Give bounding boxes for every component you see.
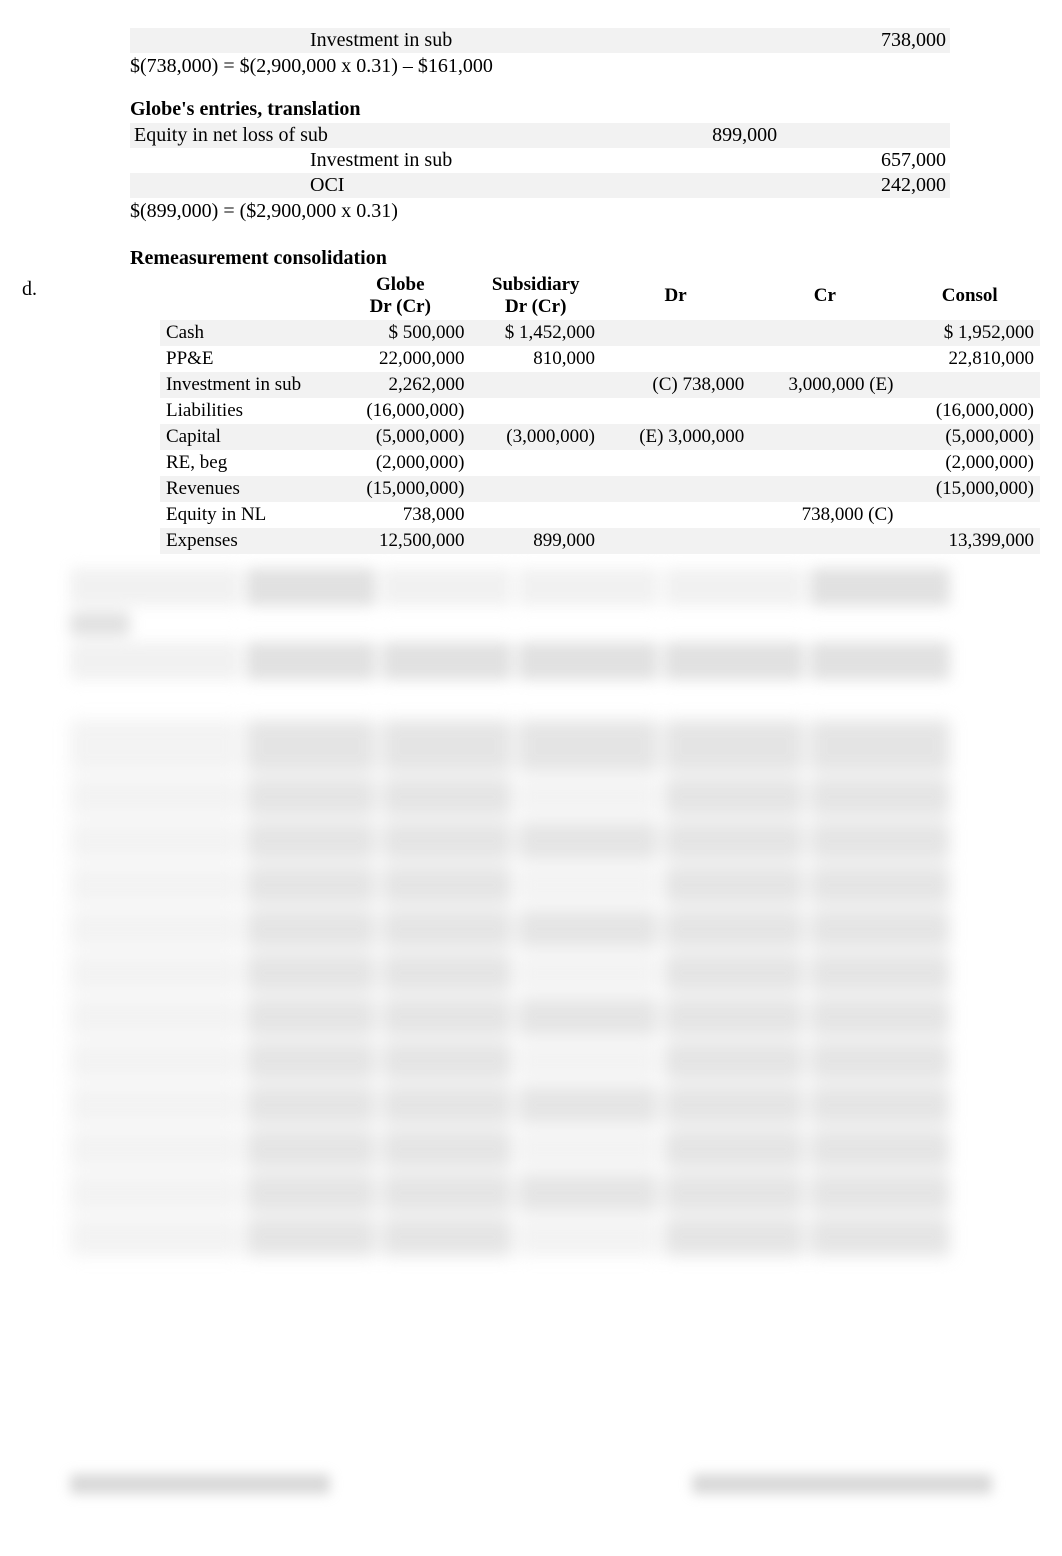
row-dr	[601, 528, 750, 554]
row-cr	[750, 424, 899, 450]
row-consol: (16,000,000)	[899, 398, 1040, 424]
row-globe: $ 500,000	[330, 320, 471, 346]
row-globe: 22,000,000	[330, 346, 471, 372]
row-sub: 810,000	[471, 346, 601, 372]
je1-acct: Investment in sub	[130, 28, 612, 53]
row-consol: (15,000,000)	[899, 476, 1040, 502]
row-dr	[601, 346, 750, 372]
row-consol: $ 1,952,000	[899, 320, 1040, 346]
je2-r0-cr	[781, 123, 950, 148]
th-sub: Subsidiary Dr (Cr)	[471, 272, 601, 320]
row-consol	[899, 372, 1040, 398]
row-consol: (2,000,000)	[899, 450, 1040, 476]
row-label: PP&E	[160, 346, 330, 372]
row-cr: 3,000,000 (E)	[750, 372, 899, 398]
sectd-title: Remeasurement consolidation	[130, 247, 992, 270]
table-row: Expenses12,500,000899,000 13,399,000	[160, 528, 1040, 554]
table-row: Investment in sub2,262,000 (C) 738,0003,0…	[160, 372, 1040, 398]
row-label: Investment in sub	[160, 372, 330, 398]
row-label: RE, beg	[160, 450, 330, 476]
row-label: Revenues	[160, 476, 330, 502]
row-dr	[601, 320, 750, 346]
row-label: Capital	[160, 424, 330, 450]
row-sub: $ 1,452,000	[471, 320, 601, 346]
row-label: Expenses	[160, 528, 330, 554]
blurred-rows-1	[70, 568, 992, 680]
row-cr	[750, 346, 899, 372]
row-label: Liabilities	[160, 398, 330, 424]
row-sub	[471, 476, 601, 502]
je1-formula: $(738,000) = $(2,900,000 x 0.31) – $161,…	[130, 53, 992, 80]
table-row: PP&E22,000,000810,000 22,810,000	[160, 346, 1040, 372]
je2-r1-acct: Investment in sub	[130, 148, 612, 173]
je2-r2-dr	[612, 173, 781, 198]
row-cr: 738,000 (C)	[750, 502, 899, 528]
je1-cr: 738,000	[781, 28, 950, 53]
row-cr	[750, 398, 899, 424]
row-globe: (15,000,000)	[330, 476, 471, 502]
row-dr: (E) 3,000,000	[601, 424, 750, 450]
row-consol	[899, 502, 1040, 528]
row-globe: 12,500,000	[330, 528, 471, 554]
section-d-label: d.	[22, 278, 37, 301]
th-cr: Cr	[750, 272, 899, 320]
th-blank	[160, 272, 330, 320]
journal-entry-1: Investment in sub 738,000	[130, 28, 950, 53]
je2-formula: $(899,000) = ($2,900,000 x 0.31)	[130, 198, 992, 225]
sect2-title: Globe's entries, translation	[130, 98, 992, 121]
row-sub	[471, 502, 601, 528]
table-row: Revenues(15,000,000)(15,000,000)	[160, 476, 1040, 502]
row-consol: (5,000,000)	[899, 424, 1040, 450]
row-sub: (3,000,000)	[471, 424, 601, 450]
je2-r2-acct: OCI	[130, 173, 612, 198]
th-dr: Dr	[601, 272, 750, 320]
je2-r1-dr	[612, 148, 781, 173]
footer-blur	[70, 1474, 992, 1494]
je2-r0-acct: Equity in net loss of sub	[130, 123, 612, 148]
je2-r0-dr: 899,000	[612, 123, 781, 148]
row-cr	[750, 320, 899, 346]
row-sub	[471, 398, 601, 424]
table-row: Capital(5,000,000)(3,000,000)(E) 3,000,0…	[160, 424, 1040, 450]
journal-entry-2: Equity in net loss of sub 899,000 Invest…	[130, 123, 950, 198]
je1-dr	[612, 28, 781, 53]
row-globe: (5,000,000)	[330, 424, 471, 450]
row-sub: 899,000	[471, 528, 601, 554]
row-globe: (2,000,000)	[330, 450, 471, 476]
row-consol: 13,399,000	[899, 528, 1040, 554]
table-row: Equity in NL738,000 738,000 (C)	[160, 502, 1040, 528]
row-cr	[750, 450, 899, 476]
blurred-table-2	[70, 720, 992, 1256]
row-label: Cash	[160, 320, 330, 346]
table-row: Cash$ 500,000$ 1,452,000 $ 1,952,000	[160, 320, 1040, 346]
table-row: RE, beg(2,000,000)(2,000,000)	[160, 450, 1040, 476]
row-cr	[750, 528, 899, 554]
row-dr	[601, 502, 750, 528]
je2-r1-cr: 657,000	[781, 148, 950, 173]
row-sub	[471, 372, 601, 398]
th-globe: Globe Dr (Cr)	[330, 272, 471, 320]
th-consol: Consol	[899, 272, 1040, 320]
row-dr: (C) 738,000	[601, 372, 750, 398]
row-consol: 22,810,000	[899, 346, 1040, 372]
consolidation-table: Globe Dr (Cr) Subsidiary Dr (Cr) Dr Cr C…	[160, 272, 1040, 554]
row-dr	[601, 450, 750, 476]
je2-r2-cr: 242,000	[781, 173, 950, 198]
row-globe: 2,262,000	[330, 372, 471, 398]
row-dr	[601, 476, 750, 502]
table-row: Liabilities(16,000,000)(16,000,000)	[160, 398, 1040, 424]
row-cr	[750, 476, 899, 502]
row-label: Equity in NL	[160, 502, 330, 528]
row-globe: 738,000	[330, 502, 471, 528]
row-globe: (16,000,000)	[330, 398, 471, 424]
row-dr	[601, 398, 750, 424]
row-sub	[471, 450, 601, 476]
